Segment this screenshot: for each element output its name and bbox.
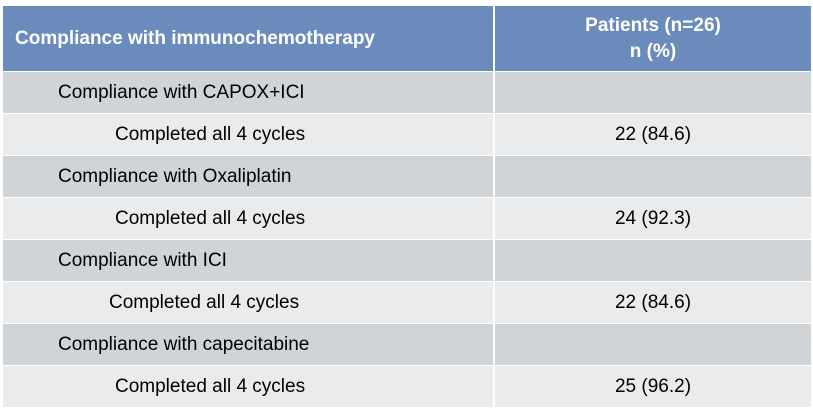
- table-row-ici-completed: Completed all 4 cycles 22 (84.6): [3, 282, 811, 323]
- table-row-capecitabine: Compliance with capecitabine: [3, 324, 811, 365]
- row-value: 22 (84.6): [495, 114, 811, 155]
- table-row-ici: Compliance with ICI: [3, 240, 811, 281]
- row-label: Completed all 4 cycles: [3, 198, 493, 239]
- row-value: [495, 240, 811, 281]
- row-value: [495, 324, 811, 365]
- row-label: Completed all 4 cycles: [3, 282, 493, 323]
- row-label: Completed all 4 cycles: [3, 366, 493, 407]
- compliance-table: Compliance with immunochemotherapy Patie…: [3, 6, 811, 408]
- table-row-capecitabine-completed: Completed all 4 cycles 25 (96.2): [3, 366, 811, 407]
- row-value: [495, 156, 811, 197]
- table-row-capox-ici: Compliance with CAPOX+ICI: [3, 72, 811, 113]
- header-compliance: Compliance with immunochemotherapy: [3, 6, 493, 71]
- row-label: Completed all 4 cycles: [3, 114, 493, 155]
- table-header-row: Compliance with immunochemotherapy Patie…: [3, 6, 811, 71]
- header-patients: Patients (n=26) n (%): [495, 6, 811, 71]
- row-label: Compliance with ICI: [3, 240, 493, 281]
- row-label: Compliance with capecitabine: [3, 324, 493, 365]
- header-patients-line1: Patients (n=26): [585, 14, 721, 36]
- row-value: 24 (92.3): [495, 198, 811, 239]
- header-patients-line2: n (%): [629, 40, 677, 62]
- row-value: 25 (96.2): [495, 366, 811, 407]
- table-row-oxaliplatin-completed: Completed all 4 cycles 24 (92.3): [3, 198, 811, 239]
- table-row-capox-ici-completed: Completed all 4 cycles 22 (84.6): [3, 114, 811, 155]
- row-label: Compliance with CAPOX+ICI: [3, 72, 493, 113]
- row-value: [495, 72, 811, 113]
- table-row-oxaliplatin: Compliance with Oxaliplatin: [3, 156, 811, 197]
- row-label: Compliance with Oxaliplatin: [3, 156, 493, 197]
- row-value: 22 (84.6): [495, 282, 811, 323]
